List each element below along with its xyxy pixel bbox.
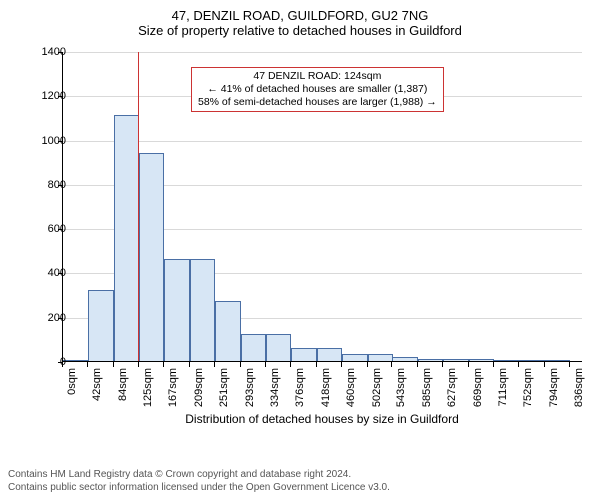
bar (368, 354, 393, 361)
annotation-box: 47 DENZIL ROAD: 124sqm← 41% of detached … (191, 67, 444, 112)
xtick-mark (442, 362, 443, 367)
xtick-mark (87, 362, 88, 367)
ytick-label: 400 (10, 267, 70, 279)
xtick-label: 418sqm (320, 368, 332, 418)
ytick-label: 1000 (10, 135, 70, 147)
bar (241, 334, 266, 361)
xtick-label: 585sqm (421, 368, 433, 418)
chart-area: Number of detached properties 47 DENZIL … (0, 42, 600, 422)
xtick-mark (265, 362, 266, 367)
xtick-mark (569, 362, 570, 367)
xtick-label: 836sqm (573, 368, 585, 418)
xtick-label: 543sqm (395, 368, 407, 418)
xtick-label: 251sqm (218, 368, 230, 418)
annotation-line: ← 41% of detached houses are smaller (1,… (198, 83, 437, 96)
xtick-label: 752sqm (522, 368, 534, 418)
gridline (63, 52, 582, 53)
bar (519, 360, 544, 361)
xtick-mark (468, 362, 469, 367)
plot-region: 47 DENZIL ROAD: 124sqm← 41% of detached … (62, 52, 582, 362)
xtick-label: 167sqm (167, 368, 179, 418)
xtick-label: 84sqm (117, 368, 129, 418)
xtick-label: 125sqm (142, 368, 154, 418)
xtick-label: 376sqm (294, 368, 306, 418)
xtick-label: 627sqm (446, 368, 458, 418)
bar (342, 354, 367, 361)
xtick-mark (341, 362, 342, 367)
bar (164, 259, 189, 361)
bar (494, 360, 519, 361)
bar (392, 357, 417, 361)
xtick-mark (518, 362, 519, 367)
xtick-label: 293sqm (244, 368, 256, 418)
bar (139, 153, 164, 361)
xtick-label: 209sqm (193, 368, 205, 418)
xtick-mark (493, 362, 494, 367)
bar (266, 334, 291, 361)
xtick-mark (544, 362, 545, 367)
annotation-line: 47 DENZIL ROAD: 124sqm (198, 70, 437, 83)
bar (190, 259, 215, 361)
footer: Contains HM Land Registry data © Crown c… (8, 468, 390, 494)
footer-line1: Contains HM Land Registry data © Crown c… (8, 468, 390, 481)
xtick-mark (417, 362, 418, 367)
bar (114, 115, 139, 361)
xtick-label: 0sqm (66, 368, 78, 418)
bar (215, 301, 240, 361)
xtick-mark (62, 362, 63, 367)
title-sub: Size of property relative to detached ho… (0, 23, 600, 38)
xtick-mark (138, 362, 139, 367)
xtick-mark (163, 362, 164, 367)
bar (443, 359, 468, 361)
xtick-mark (240, 362, 241, 367)
footer-line2: Contains public sector information licen… (8, 481, 390, 494)
xtick-mark (367, 362, 368, 367)
xtick-label: 669sqm (472, 368, 484, 418)
xtick-mark (391, 362, 392, 367)
xtick-mark (290, 362, 291, 367)
xtick-mark (189, 362, 190, 367)
xtick-label: 460sqm (345, 368, 357, 418)
gridline (63, 141, 582, 142)
bar (545, 360, 570, 361)
xtick-mark (316, 362, 317, 367)
bar (291, 348, 316, 361)
title-main: 47, DENZIL ROAD, GUILDFORD, GU2 7NG (0, 8, 600, 23)
ytick-label: 600 (10, 223, 70, 235)
ytick-label: 1200 (10, 90, 70, 102)
bar (418, 359, 443, 361)
xtick-label: 502sqm (371, 368, 383, 418)
xtick-mark (214, 362, 215, 367)
xtick-label: 334sqm (269, 368, 281, 418)
annotation-line: 58% of semi-detached houses are larger (… (198, 96, 437, 109)
xtick-mark (113, 362, 114, 367)
bar (317, 348, 342, 361)
bar (469, 359, 494, 361)
bar (88, 290, 113, 361)
xtick-label: 711sqm (497, 368, 509, 418)
ytick-label: 0 (10, 356, 70, 368)
ytick-label: 800 (10, 179, 70, 191)
ytick-label: 1400 (10, 46, 70, 58)
xtick-label: 42sqm (91, 368, 103, 418)
ytick-label: 200 (10, 312, 70, 324)
xtick-label: 794sqm (548, 368, 560, 418)
reference-line (138, 52, 139, 361)
